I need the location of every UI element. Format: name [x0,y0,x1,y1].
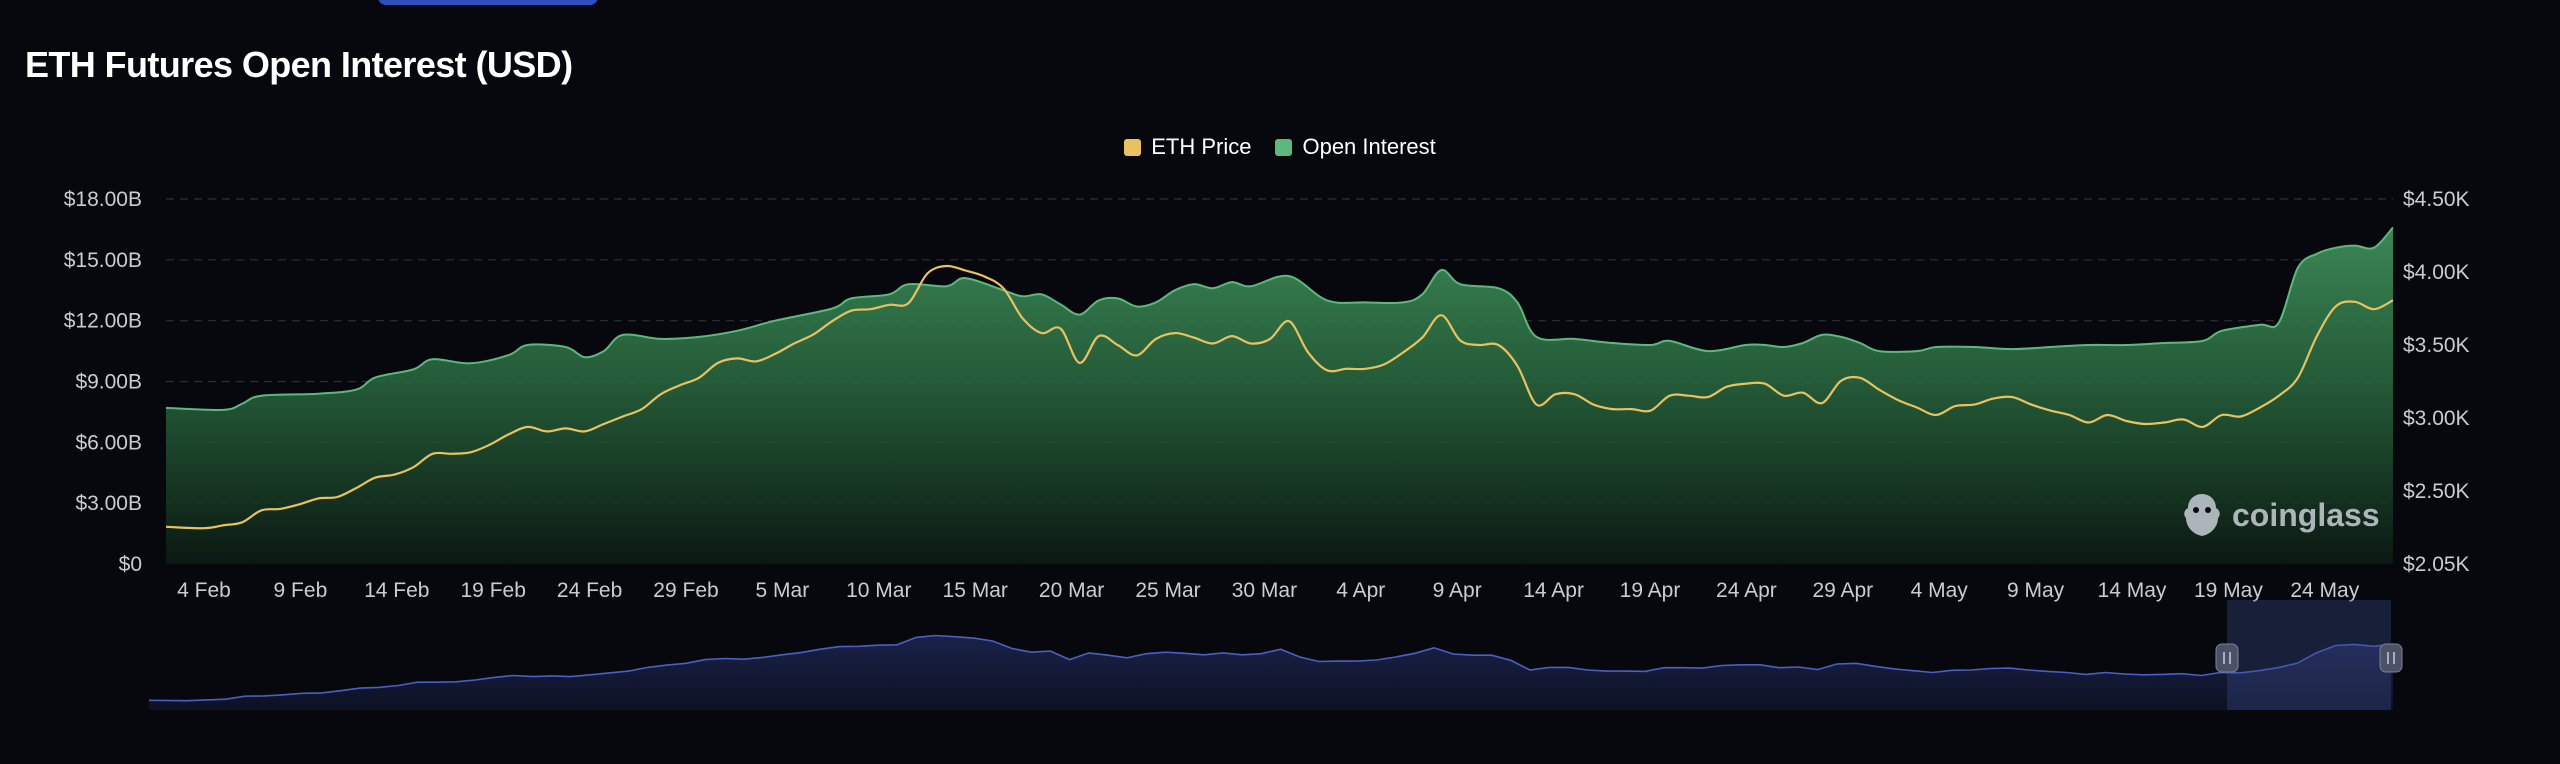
open-interest-area [166,227,2393,564]
x-tick-label: 24 Feb [557,579,622,602]
navigator-handle-right[interactable] [2379,643,2403,673]
y-axis-left: $0 $3.00B $6.00B $9.00B $12.00B $15.00B $18.00… [64,188,142,576]
x-tick-label: 10 Mar [846,579,911,602]
y-right-tick-label: $2.50K [2403,480,2470,503]
navigator-area [149,635,2393,710]
y-right-tick-label: $4.00K [2403,261,2470,284]
x-tick-label: 15 Mar [943,579,1008,602]
y-left-tick-label: $9.00B [75,371,142,394]
y-axis-right: $2.05K $2.50K $3.00K $3.50K $4.00K $4.50K [2403,188,2470,576]
x-tick-label: 19 Feb [461,579,526,602]
x-tick-label: 9 Feb [274,579,328,602]
x-tick-label: 5 Mar [756,579,810,602]
y-right-tick-label: $3.50K [2403,334,2470,357]
navigator-line [148,634,2394,702]
chart-legend: ETH Price Open Interest [0,134,2560,160]
coinglass-logo-icon [2184,494,2220,536]
x-tick-label: 19 May [2194,579,2263,602]
x-tick-label: 4 May [1911,579,1969,602]
open-interest-line [165,226,2394,412]
coinglass-watermark: coinglass [2180,490,2380,540]
eth-price-line [165,264,2394,530]
legend-swatch-eth-price [1124,138,1142,156]
x-tick-label: 25 Mar [1135,579,1200,602]
x-tick-label: 4 Feb [177,579,231,602]
legend-swatch-open-interest [1275,138,1293,156]
legend-item-eth-price[interactable]: ETH Price [1124,134,1251,160]
x-axis: 4 Feb 9 Feb 14 Feb 19 Feb 24 Feb 29 Feb 5 Mar 1… [177,579,2360,602]
y-left-tick-label: $15.00B [64,249,142,272]
x-tick-label: 20 Mar [1039,579,1104,602]
x-tick-label: 14 May [2098,579,2167,602]
x-tick-label: 29 Feb [653,579,718,602]
y-left-tick-label: $18.00B [64,188,142,211]
navigator-selection[interactable] [2227,600,2391,710]
navigator-handle-left[interactable] [2215,643,2239,673]
eth-price-series [165,264,2394,530]
x-tick-label: 9 Apr [1433,579,1482,602]
page-title: ETH Futures Open Interest (USD) [25,44,573,85]
x-tick-label: 24 May [2290,579,2359,602]
legend-item-open-interest[interactable]: Open Interest [1275,134,1436,160]
x-tick-label: 29 Apr [1812,579,1873,602]
y-left-tick-label: $12.00B [64,310,142,333]
y-right-tick-label: $4.50K [2403,188,2470,211]
y-left-tick-label: $3.00B [75,492,142,515]
legend-label-eth-price: ETH Price [1151,134,1252,159]
x-tick-label: 9 May [2007,579,2065,602]
open-interest-series [165,226,2394,564]
y-right-tick-label: $2.05K [2403,553,2470,576]
watermark-text: coinglass [2232,496,2380,533]
y-right-tick-label: $3.00K [2403,407,2470,430]
x-tick-label: 4 Apr [1336,579,1385,602]
x-tick-label: 30 Mar [1232,579,1297,602]
top-tab-indicator[interactable] [378,0,598,5]
y-left-tick-label: $0 [119,553,142,576]
x-tick-label: 19 Apr [1620,579,1681,602]
range-navigator[interactable] [148,600,2403,710]
x-tick-label: 14 Feb [364,579,429,602]
x-tick-label: 24 Apr [1716,579,1777,602]
legend-label-open-interest: Open Interest [1302,134,1436,159]
x-tick-label: 14 Apr [1523,579,1584,602]
y-left-tick-label: $6.00B [75,431,142,454]
